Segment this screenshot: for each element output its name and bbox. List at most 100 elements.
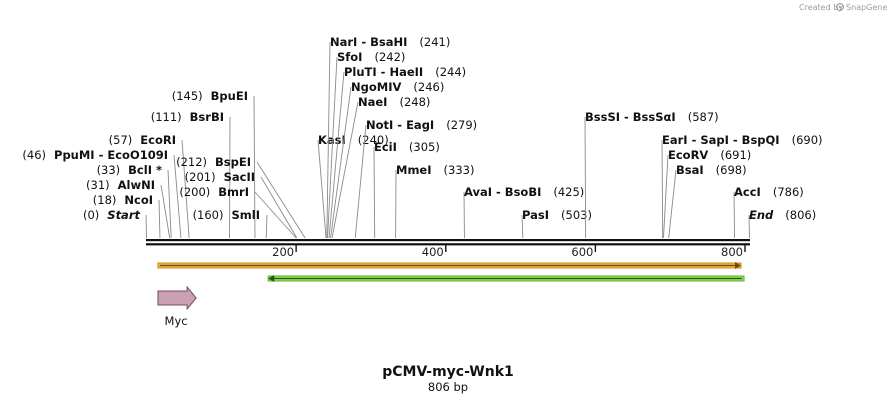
site-connector (748, 214, 750, 239)
site-bpuei[interactable]: (145) BpuEI (172, 89, 256, 239)
site-ngomiv[interactable]: NgoMIV (246) (330, 80, 445, 239)
site-connector (145, 214, 147, 239)
site-connector (253, 95, 256, 239)
site-noti-eagi[interactable]: NotI - EagI (279) (354, 118, 477, 239)
myc-label: Myc (165, 314, 188, 328)
site-ppumi-ecoo109i[interactable]: (46) PpuMI - EcoO109I (22, 148, 182, 239)
site-label: (33) BclI * (97, 163, 162, 177)
ruler-label: 400 (422, 245, 444, 259)
site-connector (330, 86, 352, 239)
site-connector (373, 146, 376, 239)
site-smli[interactable]: (160) SmlI (193, 208, 268, 239)
site-label: EarI - SapI - BspQI (690) (662, 133, 823, 147)
site-label: (31) AlwNI (86, 178, 155, 192)
myc-feature[interactable]: Myc (157, 285, 197, 328)
site-label: NaeI (248) (358, 95, 430, 109)
site-connector (173, 154, 182, 239)
site-connector (663, 154, 669, 239)
site-label: MmeI (333) (396, 163, 474, 177)
brand-text: SnapGene (846, 3, 887, 12)
green-feature-arrow[interactable] (267, 275, 745, 282)
site-connector (256, 161, 306, 239)
features-layer: Myc (157, 262, 745, 328)
site-pluti-haeii[interactable]: PluTI - HaeII (244) (328, 65, 466, 239)
site-label: AvaI - BsoBI (425) (464, 185, 584, 199)
site-connector (158, 199, 161, 239)
plasmid-length: 806 bp (428, 380, 468, 394)
site-label: End (806) (749, 208, 816, 222)
backbone (146, 239, 750, 246)
site-end[interactable]: End (806) (748, 208, 816, 239)
site-ncoi[interactable]: (18) NcoI (93, 193, 161, 239)
site-connector (521, 214, 524, 239)
site-sfoi[interactable]: SfoI (242) (327, 50, 406, 239)
site-connector (733, 191, 735, 239)
site-kasi[interactable]: KasI (240) (317, 133, 389, 239)
site-ecorv[interactable]: EcoRV (691) (663, 148, 751, 239)
site-label: EciI (305) (374, 140, 440, 154)
site-label: (18) NcoI (93, 193, 153, 207)
site-bcli[interactable]: (33) BclI * (97, 163, 172, 239)
credit-text: Created by (799, 3, 843, 12)
site-sacii[interactable]: (201) SacII (185, 170, 298, 239)
site-label: (111) BsrBI (151, 110, 224, 124)
site-mmei[interactable]: MmeI (333) (395, 163, 475, 239)
site-connector (181, 139, 190, 239)
site-bsrbi[interactable]: (111) BsrBI (151, 110, 231, 239)
site-acci[interactable]: AccI (786) (733, 185, 804, 239)
site-label: (212) BspEI (176, 155, 251, 169)
site-connector (668, 169, 677, 239)
site-alwni[interactable]: (31) AlwNI (86, 178, 171, 239)
site-connector (260, 176, 298, 239)
site-label: NotI - EagI (279) (366, 118, 477, 132)
site-nari-bsahi[interactable]: NarI - BsaHI (241) (326, 35, 451, 239)
site-eari-sapi-bspqi[interactable]: EarI - SapI - BspQI (690) (661, 133, 823, 239)
site-connector (160, 184, 171, 239)
site-label: EcoRV (691) (668, 148, 751, 162)
site-connector (354, 124, 367, 239)
site-pasi[interactable]: PasI (503) (521, 208, 592, 239)
site-ecii[interactable]: EciI (305) (373, 140, 440, 239)
snapgene-credit: Created by SnapGene (799, 3, 887, 12)
ruler-label: 200 (272, 245, 294, 259)
site-connector (584, 116, 587, 239)
site-bmri[interactable]: (200) BmrI (179, 185, 297, 239)
ruler-label: 800 (721, 245, 743, 259)
site-ecori[interactable]: (57) EcoRI (109, 133, 190, 239)
site-label: (46) PpuMI - EcoO109I (22, 148, 168, 162)
site-connector (167, 169, 172, 239)
site-label: (160) SmlI (193, 208, 260, 222)
site-label: (0) Start (83, 208, 141, 222)
site-label: BssSI - BssSαI (587) (585, 110, 719, 124)
site-label: (145) BpuEI (172, 89, 248, 103)
site-label: SfoI (242) (337, 50, 405, 64)
site-label: AccI (786) (734, 185, 804, 199)
snapgene-logo-icon (836, 3, 844, 11)
site-connector (265, 214, 268, 239)
site-label: (201) SacII (185, 170, 255, 184)
site-avai-bsobi[interactable]: AvaI - BsoBI (425) (463, 185, 584, 239)
site-start[interactable]: (0) Start (83, 208, 147, 239)
site-label: (200) BmrI (179, 185, 249, 199)
site-connector (328, 71, 345, 239)
site-connector (327, 56, 338, 239)
site-label: (57) EcoRI (109, 133, 176, 147)
site-naei[interactable]: NaeI (248) (331, 95, 430, 239)
site-connector (661, 139, 664, 239)
site-connector (317, 139, 327, 239)
ruler: 200 400 600 800 (272, 245, 746, 259)
site-label: PluTI - HaeII (244) (344, 65, 466, 79)
site-connector (326, 41, 331, 239)
site-label: NgoMIV (246) (351, 80, 444, 94)
orange-feature-arrow[interactable] (157, 262, 742, 269)
ruler-label: 600 (571, 245, 593, 259)
site-label: NarI - BsaHI (241) (330, 35, 450, 49)
site-connector (254, 191, 297, 239)
site-bsai[interactable]: BsaI (698) (668, 163, 747, 239)
site-label: BsaI (698) (676, 163, 747, 177)
site-label: PasI (503) (522, 208, 592, 222)
site-connector (331, 101, 359, 239)
site-bspei[interactable]: (212) BspEI (176, 155, 306, 239)
site-bsssi-bsss-i[interactable]: BssSI - BssSαI (587) (584, 110, 719, 239)
